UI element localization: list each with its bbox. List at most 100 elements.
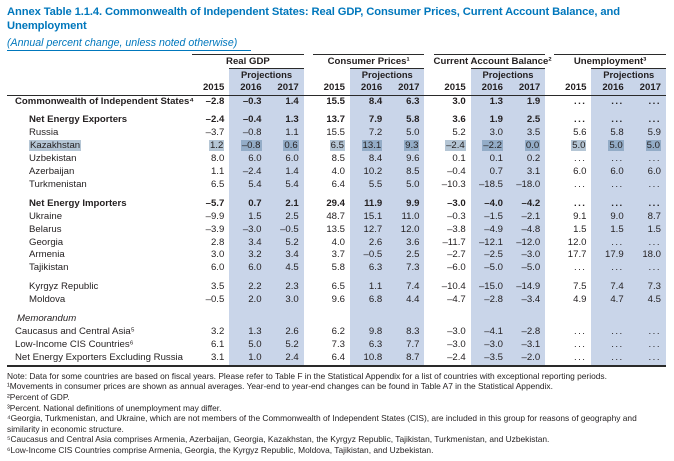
value-text: 5.2 [285, 338, 299, 350]
value-text: 7.4 [610, 281, 624, 293]
value-cell: –3.1 [507, 338, 546, 352]
spacer-cell [229, 191, 267, 198]
value-cell: –2.1 [507, 210, 546, 224]
spacer-row [7, 307, 666, 314]
value-cell: ... [554, 179, 591, 192]
value-text: ... [611, 153, 624, 165]
value-cell: –2.7 [434, 249, 471, 262]
value-cell: 5.9 [628, 127, 666, 141]
value-text: –1.5 [484, 210, 503, 222]
value-cell [507, 313, 546, 326]
value-text: 2.5 [526, 114, 541, 126]
value-text: ... [611, 114, 624, 126]
column-gap [545, 114, 555, 128]
value-cell: –3.9 [192, 224, 229, 237]
row-label: Net Energy Exporters [7, 114, 192, 127]
value-cell: 29.4 [313, 198, 350, 211]
value-cell: –4.7 [434, 294, 471, 307]
value-cell: –18.0 [507, 178, 546, 192]
header-spacer [7, 55, 192, 69]
row-label: Memorandum [7, 313, 192, 326]
table-row-turkmenistan: Turkmenistan 6.5 5.4 5.4 6.4 5.5 5.0 –10.3 –18.5… [7, 178, 666, 192]
value-cell: 1.5 [628, 223, 666, 237]
value-cell: ... [591, 95, 629, 109]
value-cell: 4.5 [628, 294, 666, 308]
footnote-line-7: ⁶Low-Income CIS Countries comprise Armen… [7, 444, 434, 455]
value-text: 4.0 [331, 236, 346, 248]
value-cell: –1.5 [470, 210, 508, 224]
value-text: 6.0 [285, 153, 299, 165]
value-text: ... [611, 351, 624, 363]
value-cell: 12.7 [350, 223, 388, 237]
spacer-row [7, 275, 666, 282]
column-gap [303, 351, 313, 366]
value-text: 1.2 [208, 140, 225, 152]
row-label-text: Georgia [29, 236, 64, 248]
value-text: –4.8 [521, 223, 541, 235]
value-text: 12.7 [363, 223, 383, 235]
value-text: 15.5 [326, 95, 346, 107]
column-gap [303, 140, 313, 154]
projections-lead-cell [434, 69, 471, 82]
value-cell: ... [554, 198, 591, 211]
value-text: –11.7 [442, 236, 466, 248]
value-cell: –0.4 [434, 166, 471, 179]
value-text: 2.4 [285, 351, 299, 363]
projections-lead-cell [192, 69, 229, 82]
value-cell: 7.2 [350, 127, 388, 141]
value-text: ... [573, 95, 587, 107]
spacer-row [7, 108, 666, 115]
row-label: Net Energy Exporters Excluding Russia [7, 352, 192, 366]
table-row-kyrgyz-republic: Kyrgyz Republic 3.5 2.2 2.3 6.5 1.1 7.4 –10.4 –1… [7, 281, 666, 295]
spacer-cell [628, 307, 666, 314]
value-cell: –0.5 [266, 223, 304, 237]
spacer-cell [266, 191, 304, 198]
column-gap [545, 275, 555, 282]
column-gap [303, 326, 313, 339]
value-text: 6.5 [329, 140, 346, 152]
value-cell: 5.2 [266, 236, 304, 250]
column-gap [424, 275, 434, 282]
value-cell: 6.4 [313, 179, 350, 192]
value-text: –3.9 [205, 223, 225, 235]
value-cell: 1.5 [591, 223, 629, 237]
value-cell: 5.8 [313, 262, 350, 275]
value-text: ... [648, 262, 661, 274]
value-text: 12.0 [567, 236, 587, 248]
spacer-cell [266, 108, 304, 115]
column-gap [303, 68, 313, 81]
value-cell: 7.3 [628, 281, 666, 295]
value-cell: –3.0 [434, 339, 471, 352]
value-cell: 12.0 [387, 223, 425, 237]
value-cell: 9.3 [387, 140, 425, 154]
spacer-row [7, 191, 666, 198]
value-cell: 6.0 [554, 166, 591, 179]
table-row-caucasus-and-central-asia: Caucasus and Central Asia⁵ 3.2 1.3 2.6 6.2 9.… [7, 326, 666, 339]
column-gap [303, 210, 313, 224]
value-text: 29.4 [326, 197, 346, 209]
value-text: 5.4 [248, 178, 262, 190]
value-text: –15.0 [478, 281, 503, 293]
projections-lead-cell [554, 69, 591, 82]
value-cell: 9.6 [387, 153, 425, 167]
value-text: ... [648, 338, 661, 350]
value-text: 10.8 [363, 351, 383, 363]
column-gap [303, 191, 313, 198]
value-text: –2.1 [521, 210, 541, 222]
value-text: 13.1 [361, 140, 383, 152]
value-cell: –15.0 [470, 281, 508, 295]
value-text: 3.5 [526, 127, 541, 139]
value-cell: –4.9 [470, 223, 508, 237]
column-gap [303, 275, 313, 282]
value-cell: 6.5 [313, 281, 350, 294]
column-gap [545, 223, 555, 237]
value-text: –3.0 [521, 249, 541, 261]
footnote-line-3: ²Percent of GDP. [7, 391, 70, 402]
group-title-row: Real GDP Consumer Prices¹ Current Account … [7, 54, 666, 69]
column-gap [545, 191, 555, 198]
column-gap [545, 197, 555, 211]
table-row-kazakhstan-selected[interactable]: Kazakhstan 1.2 –0.8 0.6 6.5 13.1 9.3 –2.4 –2.2 0.… [7, 140, 666, 154]
year-header-2017: 2017 [507, 81, 546, 96]
value-cell: 17.9 [591, 249, 629, 263]
value-text: 1.5 [610, 223, 624, 235]
